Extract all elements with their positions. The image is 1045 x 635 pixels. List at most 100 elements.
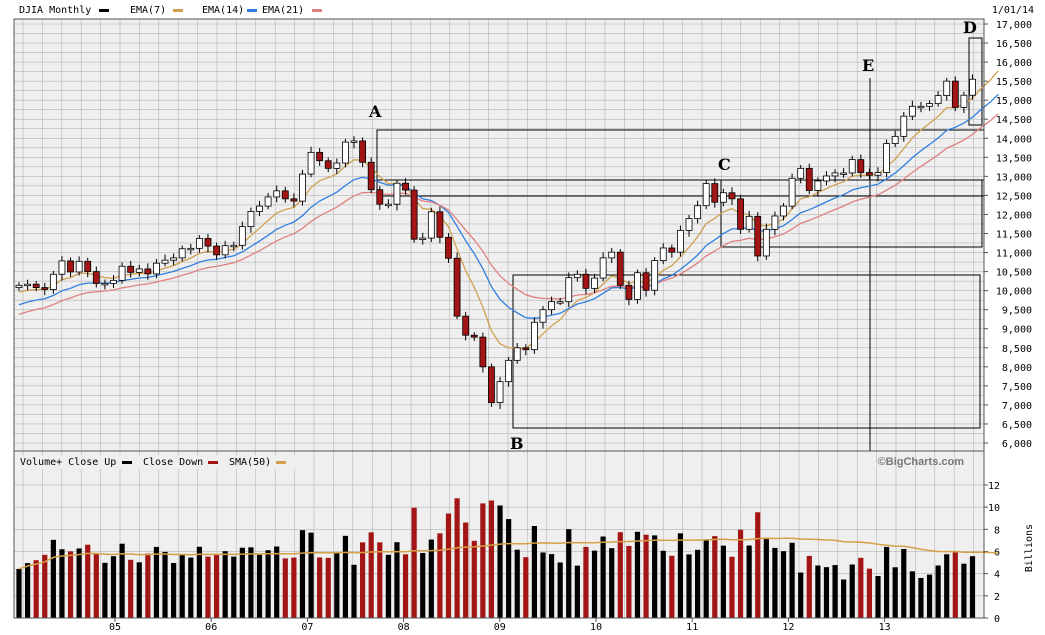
volume-bar	[360, 542, 366, 618]
volume-bar	[961, 563, 967, 618]
candle	[823, 171, 830, 186]
volume-legend: Volume+ Close Up Close Down SMA(50)	[17, 455, 307, 469]
candle-body	[453, 257, 461, 317]
volume-bar	[901, 548, 907, 618]
candle-body	[668, 247, 676, 253]
candle-body	[350, 140, 358, 143]
candle	[565, 272, 573, 308]
volume-bar	[763, 537, 769, 618]
candle	[170, 253, 178, 266]
volume-bar	[222, 551, 228, 618]
candle-body	[513, 347, 521, 361]
volume-bar	[531, 525, 537, 618]
volume-bar	[866, 568, 873, 618]
candle-body	[110, 279, 117, 284]
volume-bar	[179, 555, 185, 618]
candle	[161, 254, 169, 267]
volume-bar	[342, 535, 349, 618]
volume-bar	[695, 549, 701, 618]
candle	[84, 257, 92, 278]
candle-body	[187, 247, 195, 251]
candle	[960, 91, 968, 114]
candle	[15, 282, 23, 291]
candle	[642, 268, 650, 297]
candle-body	[573, 273, 581, 279]
candle	[110, 275, 117, 289]
candle-body	[840, 172, 848, 175]
candle-body	[960, 94, 968, 108]
candle	[866, 168, 873, 180]
candle-body	[384, 203, 392, 207]
candle	[67, 257, 74, 277]
x-tick-label: 06	[205, 622, 217, 633]
candle	[908, 100, 916, 121]
volume-bar	[248, 547, 254, 618]
volume-bar	[952, 552, 958, 618]
volume-unit-label: Billions	[1024, 524, 1035, 572]
volume-bar	[712, 536, 718, 618]
ema14-label: EMA(14)	[202, 5, 244, 16]
candle	[780, 202, 787, 221]
candle	[651, 257, 659, 296]
candle	[694, 200, 702, 224]
candles	[15, 74, 976, 410]
candle-body	[745, 215, 753, 230]
candle-body	[324, 160, 332, 169]
volume-up-swatch	[122, 461, 132, 464]
pattern-box	[968, 37, 983, 126]
candle-body	[651, 260, 659, 291]
candle	[307, 146, 315, 178]
candle	[805, 163, 813, 195]
volume-tick-label: 10	[988, 503, 1000, 514]
volume-bar	[849, 564, 855, 618]
candle	[264, 193, 272, 210]
price-tick-label: 7,000	[1002, 401, 1032, 412]
candle	[281, 186, 289, 203]
ema7-swatch	[173, 9, 183, 12]
candle	[316, 147, 324, 166]
volume-bar	[274, 546, 280, 618]
candle-body	[891, 135, 899, 145]
volume-frame	[13, 450, 985, 619]
volume-bar	[231, 556, 237, 618]
candle	[969, 74, 976, 100]
candle-body	[522, 347, 530, 351]
candle-body	[479, 336, 487, 368]
candle-body	[367, 161, 375, 191]
price-y-axis: 6,000 6,500 7,000 7,500 8,000 8,500 9,000 9,500…	[984, 20, 1032, 450]
volume-bar	[497, 505, 503, 618]
candle	[445, 233, 452, 263]
candle-body	[719, 192, 727, 203]
ema21-swatch	[312, 9, 322, 12]
candle	[788, 173, 796, 210]
volume-bar	[205, 556, 211, 618]
date-label: 1/01/14	[992, 5, 1034, 16]
candle-body	[75, 260, 83, 273]
candle-body	[599, 257, 607, 279]
candle-body	[634, 272, 641, 300]
candle	[359, 137, 367, 168]
candle	[522, 344, 530, 356]
candle	[290, 193, 298, 208]
volume-tick-label: 0	[994, 614, 1000, 625]
candle-body	[376, 189, 384, 205]
volume-bar	[454, 498, 460, 618]
candle-body	[797, 167, 805, 179]
candle	[118, 262, 126, 284]
volume-bar	[669, 555, 675, 618]
candle-body	[213, 245, 220, 256]
price-tick-label: 7,500	[1002, 382, 1032, 393]
volume-bar	[746, 545, 752, 618]
candle-body	[539, 309, 547, 323]
candle-body	[230, 244, 238, 248]
candle	[943, 77, 951, 101]
price-tick-label: 8,500	[1002, 344, 1032, 355]
price-tick-label: 6,500	[1002, 420, 1032, 431]
volume-bar	[677, 533, 684, 618]
price-swatch	[99, 9, 109, 12]
price-tick-label: 14,500	[996, 115, 1032, 126]
candle	[238, 221, 246, 250]
volume-bar	[935, 565, 941, 618]
price-tick-label: 10,000	[996, 287, 1032, 298]
candle	[702, 179, 710, 210]
